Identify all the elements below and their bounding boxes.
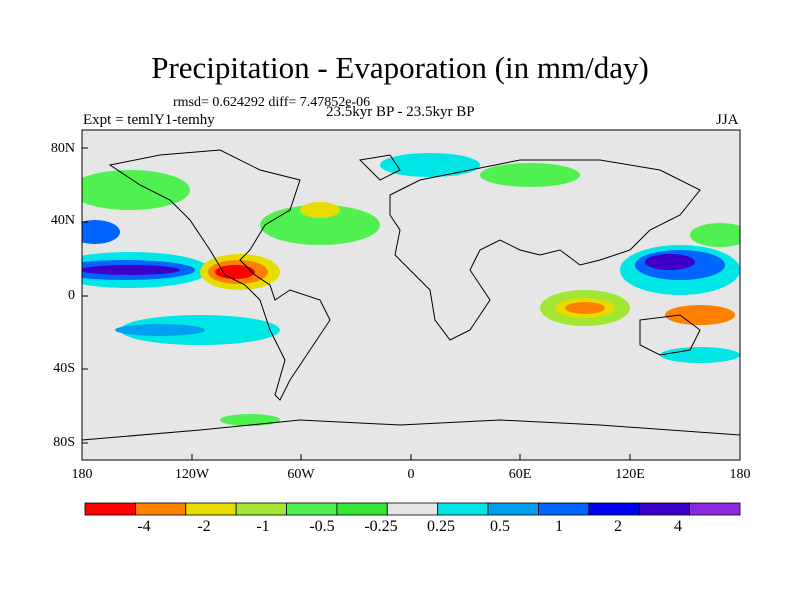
colorbar-label-8: 2: [614, 518, 622, 535]
season-label: JJA: [716, 112, 739, 128]
lat-label-80s: 80S: [53, 435, 75, 450]
contour-maritime-orange: [665, 305, 735, 325]
colorbar-box-9: [538, 502, 590, 516]
contour-indian-orange: [565, 302, 605, 314]
colorbar-label-4: -0.25: [364, 518, 398, 535]
lat-label-0: 0: [68, 288, 75, 303]
colorbar-label-6: 0.5: [490, 518, 510, 535]
colorbar-box-11: [638, 502, 691, 516]
lon-label-120w: 120W: [174, 467, 210, 482]
axis-ticks: [82, 147, 631, 460]
colorbar: [84, 502, 741, 516]
colorbar-box-6: [386, 502, 439, 516]
contour-spac-lightblue: [115, 324, 205, 336]
lon-label-180w: 180: [71, 467, 93, 482]
colorbar-box-1: [134, 502, 187, 516]
greenland-coast: [358, 154, 401, 181]
colorbar-box-7: [437, 502, 489, 516]
afroeurasia-coast: [389, 159, 701, 341]
colorbar-box-4: [286, 502, 338, 516]
colorbar-label-1: -2: [197, 518, 211, 535]
colorbar-box-0: [84, 502, 136, 516]
contour-asia-green: [480, 163, 580, 187]
contour-natl-green: [260, 205, 380, 245]
colorbar-box-5: [336, 502, 388, 516]
colorbar-label-2: -1: [256, 518, 270, 535]
lon-label-60e: 60E: [508, 467, 532, 482]
colorbar-label-7: 1: [555, 518, 563, 535]
colorbar-box-10: [588, 502, 640, 516]
contour-natl-yellow: [300, 202, 340, 218]
coastlines: [82, 149, 740, 441]
lon-label-0: 0: [407, 467, 415, 482]
colorbar-label-0: -4: [137, 518, 151, 535]
contour-eastpac-purple: [82, 265, 180, 275]
plot-title: Precipitation - Evaporation (in mm/day): [151, 50, 649, 85]
colorbar-label-3: -0.5: [309, 518, 335, 535]
lon-label-60w: 60W: [287, 467, 315, 482]
contour-npac-green: [82, 170, 190, 210]
colorbar-label-9: 4: [674, 518, 682, 535]
contour-mexico-red: [215, 265, 255, 279]
lon-label-120e: 120E: [615, 467, 645, 482]
lon-label-180e: 180: [729, 467, 751, 482]
lat-label-40s: 40S: [53, 361, 75, 376]
americas-coast: [108, 149, 331, 401]
colorbar-box-3: [235, 502, 287, 516]
contour-southern-cyan: [660, 347, 740, 363]
contour-wpac-purple: [645, 254, 695, 270]
lat-label-80n: 80N: [50, 141, 75, 156]
colorbar-box-12: [689, 502, 741, 516]
pe-field: [82, 153, 740, 426]
contour-europe-cyan: [380, 153, 480, 177]
stats-text: rmsd= 0.624292 diff= 7.47852e-06: [173, 95, 371, 110]
contour-npac-east-green: [690, 223, 740, 247]
experiment-label: Expt = temlY1-temhy: [83, 112, 215, 128]
contour-npac-blue: [82, 220, 120, 244]
antarctica-coast: [82, 419, 740, 441]
period-label: 23.5kyr BP - 23.5kyr BP: [326, 104, 475, 120]
colorbar-box-2: [185, 502, 237, 516]
colorbar-label-5: 0.25: [427, 518, 455, 535]
colorbar-box-8: [487, 502, 539, 516]
contour-antarctic-green: [220, 414, 280, 426]
australia-coast: [639, 314, 701, 356]
lat-label-40n: 40N: [50, 213, 75, 228]
